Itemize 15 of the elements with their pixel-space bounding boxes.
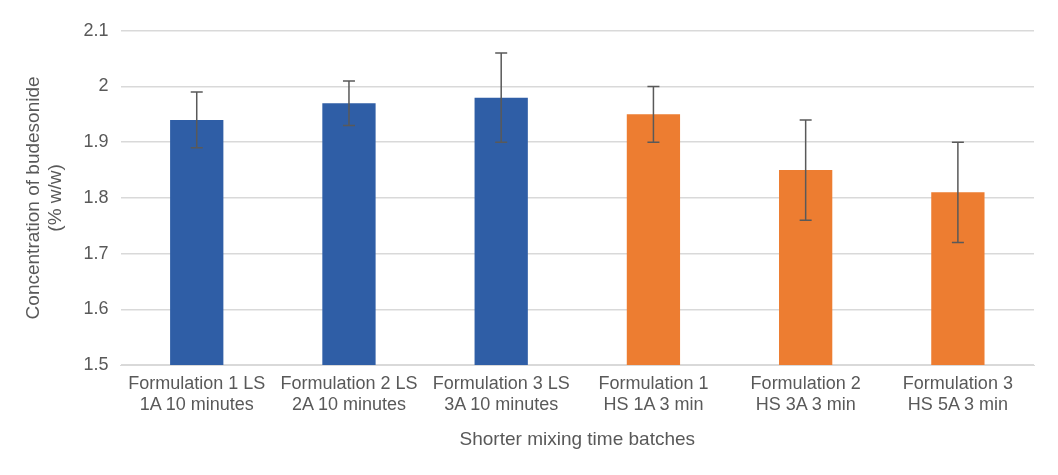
x-axis-title: Shorter mixing time batches <box>459 427 696 449</box>
x-tick-label: Formulation 1 HS 1A 3 min <box>598 372 709 415</box>
y-axis-title: Concentration of budesonide (% w/w) <box>21 76 66 320</box>
y-tick-label: 2 <box>98 75 109 96</box>
x-tick-label: Formulation 1 LS 1A 10 minutes <box>128 372 266 415</box>
y-tick-label: 1.5 <box>83 353 109 374</box>
x-tick-label: Formulation 2 LS 2A 10 minutes <box>280 372 418 415</box>
y-tick-label: 1.9 <box>83 131 109 152</box>
y-tick-label: 1.7 <box>83 242 109 263</box>
y-tick-label: 2.1 <box>83 19 109 40</box>
y-tick-label: 1.8 <box>83 186 109 207</box>
x-tick-label: Formulation 3 HS 5A 3 min <box>902 372 1013 415</box>
x-tick-label: Formulation 3 LS 3A 10 minutes <box>432 372 570 415</box>
y-tick-label: 1.6 <box>83 298 109 319</box>
x-tick-label: Formulation 2 HS 3A 3 min <box>750 372 861 415</box>
